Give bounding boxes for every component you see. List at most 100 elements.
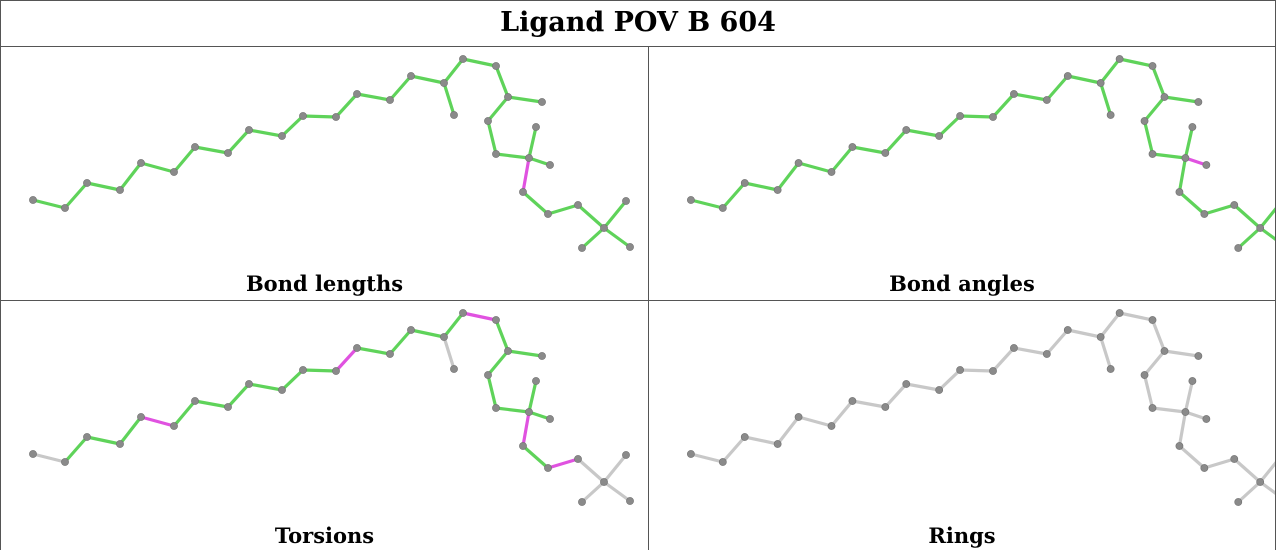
bond-line [689, 198, 725, 210]
bond-line [31, 198, 67, 210]
atom-sphere [794, 159, 803, 167]
atom-sphere [245, 126, 253, 134]
atom-sphere [574, 201, 582, 209]
bond-line [31, 452, 67, 464]
bond-line [85, 435, 122, 446]
bond-line [301, 368, 338, 373]
atom-sphere [1188, 377, 1197, 385]
bond-line [1099, 311, 1122, 339]
bond-line [442, 81, 456, 117]
atom-sphere [989, 367, 997, 375]
atom-sphere [386, 96, 394, 104]
atom-sphere [484, 117, 492, 125]
bond-line [850, 399, 887, 409]
atom-sphere [1106, 111, 1115, 119]
atom-sphere [407, 72, 415, 80]
bond-line [958, 368, 995, 373]
bond-line [1183, 379, 1194, 414]
bond-line [546, 203, 580, 216]
bond-line [63, 435, 89, 464]
atom-sphere [332, 113, 340, 121]
bond-line [580, 226, 606, 250]
title-divider [0, 46, 1276, 47]
bond-line [1150, 406, 1188, 414]
bond-line [442, 335, 456, 371]
bond-line [521, 156, 531, 194]
atom-sphere [459, 309, 467, 317]
bond-line [461, 57, 498, 68]
bond-line [602, 226, 632, 249]
atom-sphere [61, 204, 69, 212]
atom-sphere [492, 62, 500, 70]
bond-line [193, 399, 230, 409]
atom-sphere [1175, 442, 1184, 450]
bond-line [721, 435, 747, 464]
atom-sphere [578, 498, 586, 506]
atom-sphere [881, 403, 890, 411]
atom-sphere [504, 347, 512, 355]
bond-line [527, 125, 538, 160]
bond-line [829, 145, 855, 174]
atom-sphere [519, 188, 527, 196]
atom-sphere [525, 408, 533, 416]
caption-rings: Rings [928, 523, 996, 548]
bond-line [602, 453, 628, 484]
atom-sphere [170, 168, 178, 176]
atom-sphere [956, 366, 964, 374]
atom-sphere [1042, 350, 1051, 358]
atom-sphere [278, 132, 286, 140]
atom-sphere [881, 149, 890, 157]
atom-sphere [532, 123, 540, 131]
panel-bond-lengths: Bond lengths [1, 47, 648, 300]
bond-line [442, 311, 465, 339]
bond-line [409, 328, 446, 339]
atom-sphere [935, 132, 944, 140]
bond-line [226, 382, 251, 409]
bond-line [494, 406, 531, 414]
bond-line [850, 145, 887, 155]
bond-line [602, 480, 632, 503]
molecule-bond-lengths [29, 55, 634, 252]
bond-line [721, 181, 747, 210]
atom-sphere [116, 440, 124, 448]
bond-line [1066, 74, 1103, 85]
atom-sphere [740, 433, 749, 441]
molecule-torsions [29, 309, 634, 506]
bond-line [461, 311, 498, 322]
atom-sphere [1175, 188, 1184, 196]
bond-line [494, 318, 510, 353]
atom-sphere [1106, 365, 1115, 373]
bond-line [442, 57, 465, 85]
bond-line [743, 181, 780, 192]
atom-sphere [459, 55, 467, 63]
bond-line [1045, 328, 1070, 356]
bond-line [1258, 480, 1275, 495]
atom-sphere [492, 150, 500, 158]
molecule-bond-angles [687, 55, 1275, 252]
bond-line [904, 128, 941, 138]
atom-sphere [848, 397, 857, 405]
atom-sphere [718, 458, 727, 466]
bond-line [247, 128, 284, 138]
bond-line [1066, 328, 1103, 339]
bond-line [494, 152, 531, 160]
atom-sphere [29, 196, 37, 204]
bond-line [796, 415, 834, 428]
bond-line [546, 457, 580, 470]
bond-line [118, 161, 143, 192]
bond-line [334, 346, 359, 373]
atom-sphere [83, 433, 91, 441]
atom-sphere [1200, 210, 1209, 218]
bond-line [521, 410, 531, 448]
bond-line [409, 74, 446, 85]
atom-sphere [137, 159, 145, 167]
bond-line [506, 349, 544, 358]
atom-sphere [1181, 408, 1190, 416]
table-border-top [0, 0, 1276, 1]
bond-line [226, 128, 251, 155]
bonds [689, 57, 1275, 250]
atom-sphere [1160, 93, 1169, 101]
atom-sphere [1202, 161, 1211, 169]
bond-line [1142, 119, 1155, 156]
atom-sphere [1230, 201, 1239, 209]
